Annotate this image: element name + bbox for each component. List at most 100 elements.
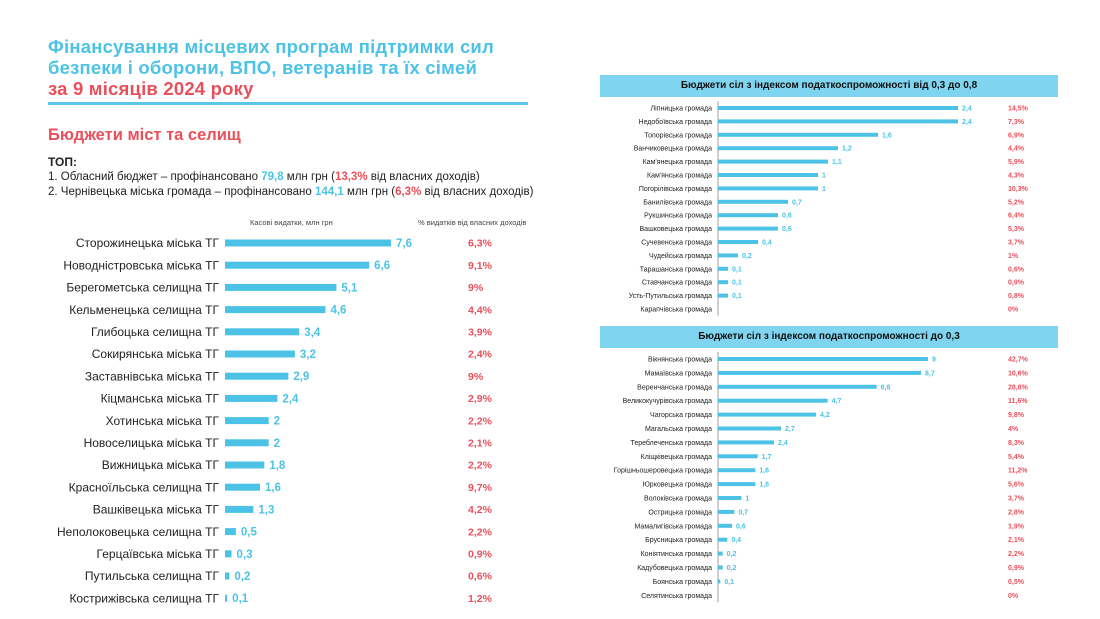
p1-category-label: Ставчанська громада [642,280,712,287]
p2-value-label: 8,7 [925,370,935,377]
p2-pct-label: 0,9% [1008,565,1025,572]
main-category-label: Путильська селищна ТГ [85,569,220,583]
main-pct-label: 0,9% [468,548,493,560]
top-item-1-pct: 13,3% [334,171,368,183]
p2-value-label: 2,7 [785,426,795,433]
main-category-label: Кіцманська міська ТГ [101,392,220,406]
main-category-label: Новодністровська міська ТГ [63,258,219,272]
p1-category-label: Ванчиковецька громада [634,146,712,153]
p1-category-label: Недобоївська громада [639,118,713,126]
p2-category-label: Горішньошеровецька громада [614,467,712,475]
main-value-label: 0,3 [237,549,253,561]
main-bar [225,261,370,269]
p1-bar [718,106,958,110]
main-category-label: Вижницька міська ТГ [102,458,220,472]
p1-pct-label: 0% [1008,306,1019,313]
p1-value-label: 0,7 [792,199,802,206]
top-item-1: 1. Обласний бюджет – профінансовано 79,8… [48,170,533,185]
p2-bar [718,440,774,445]
p2-category-label: Тереблеченська громада [630,439,712,447]
main-pct-label: 2,4% [468,349,493,361]
p1-bar [718,132,878,137]
main-category-label: Заставнівська міська ТГ [85,369,220,383]
p1-value-label: 1 [822,172,826,179]
page-title: Фінансування місцевих програм підтримки … [48,36,494,99]
p1-pct-label: 5,2% [1008,199,1025,206]
main-bar [225,439,269,447]
p2-value-label: 0,7 [738,509,748,516]
p1-bar [718,199,788,204]
p1-bar [718,226,778,231]
p2-bar [718,496,742,500]
p1-value-label: 1,2 [842,146,852,153]
p1-pct-label: 5,9% [1008,159,1025,166]
top-item-2: 2. Чернівецька міська громада – профінан… [48,185,533,200]
p1-bar [718,173,818,177]
main-category-label: Новоселицька міська ТГ [84,436,220,450]
p2-pct-label: 0,5% [1008,579,1025,586]
main-category-label: Вашківецька міська ТГ [93,503,220,517]
p1-pct-label: 1% [1008,253,1019,260]
main-pct-label: 4,4% [468,304,493,316]
p1-value-label: 1,6 [882,132,892,139]
p1-value-label: 1,1 [832,159,842,166]
p1-pct-label: 14,5% [1008,105,1029,112]
main-category-label: Кострижівська селищна ТГ [69,591,219,605]
main-category-label: Герцаївська міська ТГ [97,547,220,561]
p1-pct-label: 6,9% [1008,132,1025,139]
p2-category-label: Чагорська громада [650,412,712,419]
p2-value-label: 0,4 [731,537,741,544]
spend-column-header: Касові видатки, млн грн [250,218,333,227]
main-bar [225,239,391,247]
top-item-1-prefix: 1. Обласний бюджет – профінансовано [48,171,262,183]
top-item-1-unit: млн грн ( [283,171,335,183]
p2-pct-label: 28,8% [1008,384,1029,391]
main-bar [225,328,300,336]
p1-pct-label: 7,3% [1008,119,1025,126]
main-value-label: 2 [274,438,280,450]
main-category-label: Красноїльська селищна ТГ [69,480,220,494]
main-category-label: Берегометська селищна ТГ [66,281,219,295]
main-pct-label: 2,2% [468,526,493,538]
p2-pct-label: 3,7% [1008,495,1025,502]
main-pct-label: 2,2% [468,415,493,427]
p1-bar [718,213,778,218]
p2-pct-label: 0% [1008,593,1019,600]
p1-bar [718,280,728,285]
p2-pct-label: 2,8% [1008,509,1025,516]
main-category-label: Хотинська міська ТГ [106,414,220,428]
top-label: ТОП: [48,155,77,169]
main-value-label: 3,2 [300,349,316,361]
top-item-2-pct: 6,3% [395,186,422,198]
p2-pct-label: 4% [1008,426,1019,433]
p1-value-label: 0,1 [732,293,742,300]
main-category-label: Кельменецька селищна ТГ [69,303,219,317]
p2-value-label: 1,6 [759,468,769,475]
main-pct-label: 2,1% [468,437,493,449]
p2-category-label: Мамаївська громада [645,370,712,377]
p2-bar [718,454,758,459]
main-pct-label: 6,3% [468,238,493,250]
main-category-label: Неполоковецька селищна ТГ [57,525,219,539]
main-value-label: 5,1 [341,282,358,294]
p2-category-label: Острицька громада [648,509,712,516]
p2-category-label: Селятинська громада [641,593,712,600]
main-bar [225,283,337,291]
p2-bar [718,579,721,584]
top-item-1-amount: 79,8 [261,171,284,183]
p1-category-label: Кам'янська громада [647,172,712,179]
p2-pct-label: 11,2% [1008,468,1028,475]
main-pct-label: 4,2% [468,504,493,516]
main-pct-label: 0,6% [468,571,493,583]
p2-category-label: Брусницька громада [645,537,712,544]
p1-bar [718,186,818,191]
main-bar [225,528,236,536]
main-bar [225,372,289,380]
title-line-2: безпеки і оборони, ВПО, ветеранів та їх … [48,57,478,78]
main-pct-label: 2,2% [468,460,493,472]
p2-bar [718,551,723,556]
p1-category-label: Вашковецька громада [640,226,713,233]
main-bar [225,306,326,314]
p1-pct-label: 0,6% [1008,266,1025,273]
title-line-1: Фінансування місцевих програм підтримки … [48,36,494,57]
